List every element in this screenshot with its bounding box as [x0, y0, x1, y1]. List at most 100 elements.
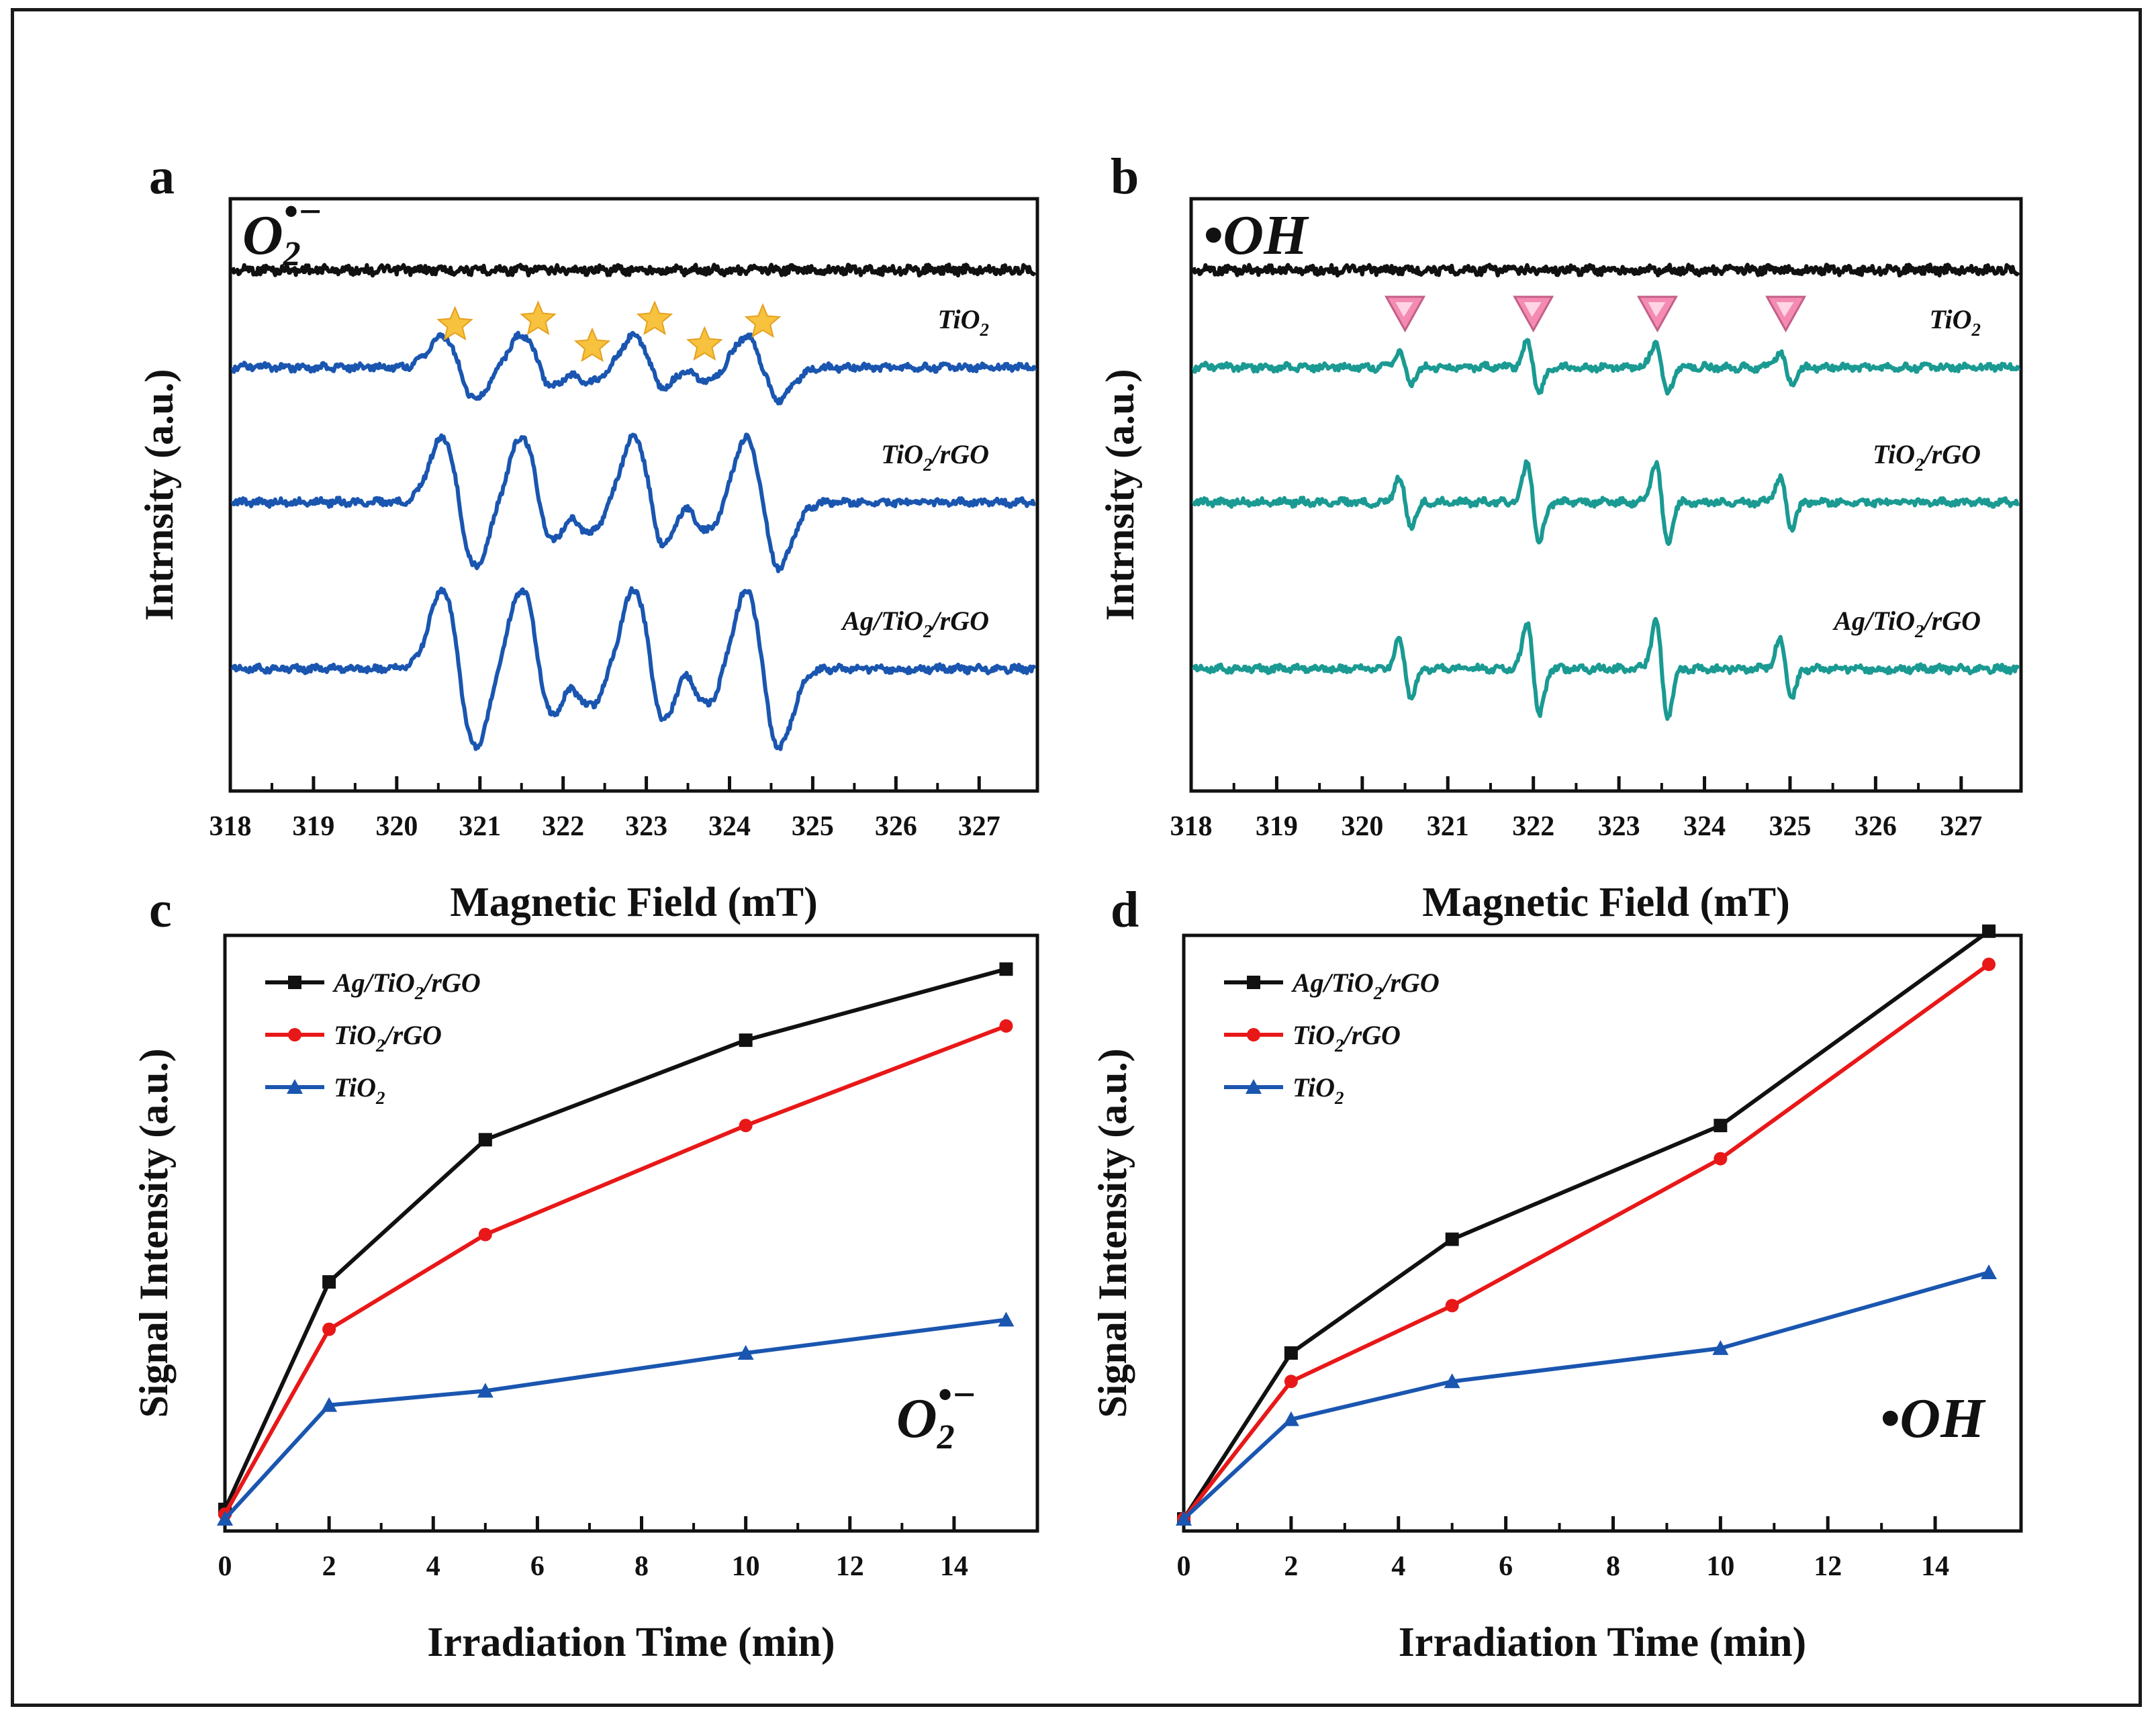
- panel-c-point-TiO2/rGO: [478, 1227, 492, 1242]
- panel-c-x-tick-label-7: 14: [940, 1551, 968, 1582]
- panel-a-x-tick-label-8: 326: [875, 811, 917, 842]
- panel-a-spectrum-TiO2/rGO: [230, 432, 1037, 573]
- panel-b-x-tick-label-1: 319: [1256, 811, 1298, 842]
- panel-c-x-tick-label-2: 4: [426, 1551, 440, 1582]
- panel-d-point-TiO2: [1712, 1340, 1729, 1355]
- panel-c-legend-label-TiO2: TiO2: [334, 1072, 385, 1108]
- panel-d-point-Ag/TiO2/rGO: [1714, 1119, 1728, 1133]
- panel-d-plot-frame: [1182, 933, 2023, 1533]
- panel-a-star-marker: [744, 303, 782, 338]
- panel-a-spectrum-label-Ag/TiO2/rGO: Ag/TiO2/rGO: [840, 606, 989, 641]
- panel-c-point-Ag/TiO2/rGO: [739, 1033, 753, 1048]
- panel-c-series-line-TiO2: [223, 1317, 1006, 1521]
- panel-b-x-tick-label-3: 321: [1427, 811, 1469, 842]
- panel-d-point-TiO2/rGO: [1982, 958, 1996, 972]
- panel-c-x-tick-label-1: 2: [322, 1551, 336, 1582]
- panel-d-legend-marker-TiO2: [1246, 1079, 1262, 1094]
- panel-c-point-TiO2: [217, 1511, 233, 1526]
- panel-a-x-tick-label-5: 323: [625, 811, 667, 842]
- panel-b-x-tick-label-7: 325: [1769, 811, 1811, 842]
- panel-d-point-TiO2: [1176, 1511, 1192, 1526]
- panel-d-point-Ag/TiO2/rGO: [1445, 1232, 1459, 1246]
- panel-d-point-TiO2: [1981, 1264, 1998, 1279]
- panel-c-legend-marker-TiO2: [287, 1079, 303, 1094]
- panel-b-x-axis-title: Magnetic Field (mT): [1422, 880, 1790, 925]
- panel-d-x-tick-label-5: 10: [1706, 1551, 1734, 1582]
- panel-b-x-tick-label-0: 318: [1170, 811, 1213, 842]
- panel-b-spectrum-control: [1191, 263, 2020, 278]
- panel-a-star-marker: [686, 326, 723, 361]
- panel-a-star-marker: [436, 306, 473, 341]
- panel-b-x-tick-label-4: 322: [1512, 811, 1554, 842]
- panel-a-x-axis-title: Magnetic Field (mT): [450, 880, 818, 925]
- panel-a-x-tick-label-4: 322: [542, 811, 584, 842]
- panel-d-point-Ag/TiO2/rGO: [1284, 1346, 1298, 1360]
- panel-b-y-axis-title: Intrnsity (a.u.): [1098, 369, 1142, 620]
- panel-d-x-tick-label-4: 8: [1606, 1551, 1620, 1582]
- panel-a-star-marker: [520, 300, 557, 336]
- panel-c-y-axis-title: Signal Intensity (a.u.): [132, 1048, 176, 1418]
- panel-a-x-tick-label-0: 318: [209, 811, 252, 842]
- panel-b-spectrum-label-Ag/TiO2/rGO: Ag/TiO2/rGO: [1832, 606, 1981, 641]
- panel-a-spectrum-TiO2: [230, 330, 1037, 406]
- panel-c-plot-frame: [223, 933, 1039, 1533]
- panel-c-x-tick-label-4: 8: [635, 1551, 649, 1582]
- panel-b-triangle-marker-highlight: [1524, 302, 1542, 317]
- panel-c-point-TiO2: [477, 1383, 494, 1398]
- panel-b-spectrum-label-TiO2: TiO2: [1930, 304, 1981, 340]
- panel-b-x-tick-label-5: 323: [1598, 811, 1640, 842]
- panel-c-point-TiO2: [737, 1344, 754, 1360]
- panel-b-x-tick-label-2: 320: [1341, 811, 1383, 842]
- panel-a-spectrum-Ag/TiO2/rGO: [230, 586, 1037, 751]
- panel-c-point-TiO2: [321, 1397, 338, 1412]
- panel-a-x-tick-label-7: 325: [792, 811, 834, 842]
- panel-c-point-Ag/TiO2/rGO: [322, 1275, 336, 1289]
- figure-frame: [11, 8, 2142, 1707]
- panel-a-plot-frame: [228, 197, 1039, 793]
- panel-c-legend-label-TiO2/rGO: TiO2/rGO: [334, 1020, 442, 1056]
- panel-d-legend-label-Ag/TiO2/rGO: Ag/TiO2/rGO: [1291, 968, 1440, 1003]
- panel-d-x-tick-label-2: 4: [1391, 1551, 1405, 1582]
- panel-b-triangle-marker-highlight: [1395, 302, 1413, 317]
- panel-b-x-tick-label-6: 324: [1683, 811, 1726, 842]
- panel-c-legend-marker-Ag/TiO2/rGO: [288, 976, 301, 989]
- panel-d-point-TiO2/rGO: [1714, 1152, 1728, 1166]
- panel-c-point-Ag/TiO2/rGO: [999, 962, 1013, 976]
- panel-c-point-TiO2/rGO: [739, 1119, 753, 1133]
- panel-d-species-label: •OH: [1880, 1387, 1986, 1450]
- panel-d-x-axis-title: Irradiation Time (min): [1399, 1620, 1806, 1665]
- panel-a-x-tick-label-9: 327: [958, 811, 1000, 842]
- panel-a-x-tick-label-1: 319: [292, 811, 334, 842]
- panel-b-triangle-marker-highlight: [1776, 302, 1794, 317]
- panel-a-x-tick-label-6: 324: [708, 811, 751, 842]
- panel-c-x-tick-label-6: 12: [836, 1551, 864, 1582]
- panel-a-spectrum-label-TiO2/rGO: TiO2/rGO: [881, 439, 989, 475]
- panel-a-spectrum-label-TiO2: TiO2: [938, 304, 989, 340]
- panel-d-y-axis-title: Signal Intensity (a.u.): [1090, 1048, 1135, 1418]
- panel-d-x-tick-label-3: 6: [1499, 1551, 1513, 1582]
- panel-d-point-TiO2/rGO: [1284, 1375, 1298, 1389]
- panel-b-x-tick-label-8: 326: [1855, 811, 1897, 842]
- panel-d-legend-marker-Ag/TiO2/rGO: [1247, 976, 1260, 989]
- panel-d-point-TiO2: [1282, 1411, 1299, 1426]
- panel-a-star-marker: [573, 327, 611, 363]
- panel-a-star-marker: [636, 300, 673, 336]
- panel-a-y-axis-title: Intrnsity (a.u.): [137, 369, 181, 620]
- panel-d-panel-letter: d: [1111, 882, 1139, 938]
- panel-a-spectrum-control: [230, 263, 1037, 278]
- panel-d-series-line-TiO2: [1182, 1270, 1989, 1521]
- panel-b-panel-letter: b: [1111, 148, 1139, 205]
- panel-d-legend-marker-TiO2/rGO: [1247, 1028, 1260, 1041]
- panel-c-species-label: O2•−: [896, 1373, 976, 1456]
- panel-d-legend-label-TiO2/rGO: TiO2/rGO: [1293, 1020, 1401, 1056]
- panel-b-spectrum-Ag/TiO2/rGO: [1191, 616, 2020, 721]
- panel-d-x-tick-label-1: 2: [1284, 1551, 1298, 1582]
- panel-b-spectrum-label-TiO2/rGO: TiO2/rGO: [1873, 439, 1981, 475]
- panel-c-x-tick-label-5: 10: [732, 1551, 760, 1582]
- panel-b-triangle-marker-highlight: [1648, 302, 1666, 317]
- panel-d-x-tick-label-0: 0: [1177, 1551, 1191, 1582]
- panel-a-x-tick-label-3: 321: [459, 811, 501, 842]
- panel-c-panel-letter: c: [149, 882, 172, 938]
- panel-a-panel-letter: a: [149, 148, 175, 205]
- panel-b-species-label: •OH: [1203, 204, 1309, 267]
